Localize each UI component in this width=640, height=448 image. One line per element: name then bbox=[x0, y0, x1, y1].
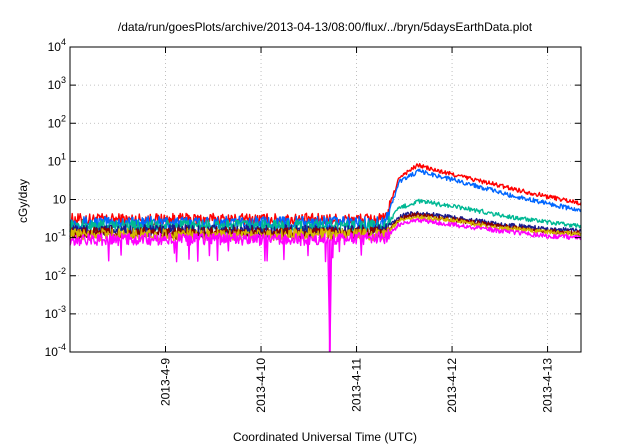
x-tick-label: 2013-4-10 bbox=[254, 358, 268, 413]
y-tick-label: 102 bbox=[48, 113, 66, 130]
grid-lines bbox=[70, 46, 581, 353]
y-tick-label: 103 bbox=[48, 75, 66, 92]
y-tick-label: 104 bbox=[48, 37, 66, 54]
x-axis-label: Coordinated Universal Time (UTC) bbox=[233, 430, 417, 444]
y-tick-label: 10-2 bbox=[45, 266, 66, 283]
series-group bbox=[69, 163, 582, 352]
y-tick-label: 10-1 bbox=[45, 228, 66, 245]
y-tick-label: 10 bbox=[53, 193, 67, 207]
series-line bbox=[69, 218, 582, 351]
y-tick-label: 101 bbox=[48, 151, 66, 168]
x-tick-label: 2013-4-9 bbox=[159, 358, 173, 406]
x-tick-labels: 2013-4-9 2013-4-10 2013-4-11 2013-4-12 2013-… bbox=[159, 358, 555, 413]
series-line bbox=[69, 198, 582, 233]
y-tick-labels: 10-4 10-3 10-2 10-1 10 101 102 103 104 bbox=[45, 37, 67, 359]
y-tick-label: 10-3 bbox=[45, 304, 66, 321]
x-tick-label: 2013-4-13 bbox=[541, 358, 555, 413]
y-tick-label: 10-4 bbox=[45, 342, 66, 359]
chart-title: /data/run/goesPlots/archive/2013-04-13/0… bbox=[118, 20, 533, 34]
x-tick-label: 2013-4-11 bbox=[350, 358, 364, 412]
y-axis-label: cGy/day bbox=[16, 179, 30, 223]
x-tick-label: 2013-4-12 bbox=[445, 358, 459, 413]
axes bbox=[69, 46, 582, 353]
series-line bbox=[69, 168, 582, 230]
